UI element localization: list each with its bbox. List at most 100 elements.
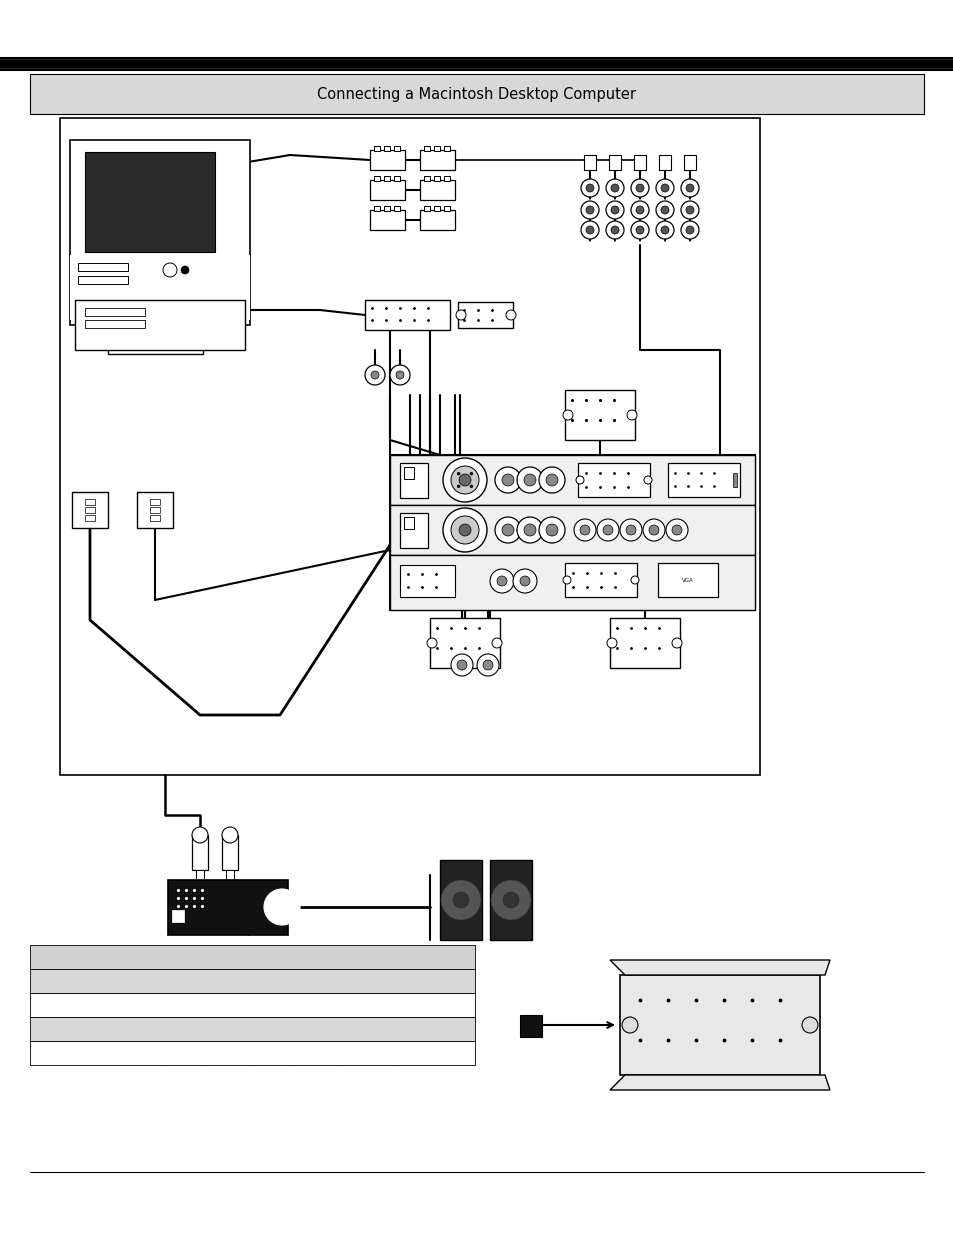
Bar: [70, 140, 250, 325]
Bar: [150, 499, 160, 505]
Bar: [564, 390, 635, 440]
Bar: [608, 156, 620, 170]
Circle shape: [626, 410, 637, 420]
Bar: [434, 206, 439, 211]
Circle shape: [685, 226, 693, 233]
Circle shape: [680, 179, 699, 198]
Circle shape: [665, 519, 687, 541]
Circle shape: [605, 221, 623, 240]
Circle shape: [442, 508, 486, 552]
Circle shape: [643, 475, 651, 484]
Circle shape: [576, 475, 583, 484]
Circle shape: [491, 881, 531, 920]
Bar: [70, 254, 250, 320]
Bar: [399, 564, 455, 597]
Bar: [403, 467, 414, 479]
Circle shape: [505, 310, 516, 320]
Circle shape: [610, 206, 618, 214]
Circle shape: [458, 524, 471, 536]
Bar: [60, 119, 760, 776]
Circle shape: [519, 576, 530, 585]
Bar: [519, 1015, 541, 1037]
Circle shape: [580, 221, 598, 240]
Bar: [137, 492, 172, 529]
Text: Connecting a Macintosh Desktop Computer: Connecting a Macintosh Desktop Computer: [317, 86, 636, 101]
Bar: [390, 454, 754, 610]
Circle shape: [513, 569, 537, 593]
Bar: [85, 308, 145, 316]
Bar: [370, 180, 405, 200]
Circle shape: [685, 206, 693, 214]
Circle shape: [456, 659, 467, 671]
Circle shape: [458, 474, 471, 487]
Bar: [226, 869, 233, 890]
Circle shape: [605, 179, 623, 198]
Polygon shape: [609, 960, 829, 974]
Bar: [168, 881, 288, 935]
Circle shape: [648, 525, 659, 535]
Circle shape: [523, 524, 536, 536]
Bar: [390, 555, 754, 610]
Bar: [370, 149, 405, 170]
Circle shape: [680, 201, 699, 219]
Bar: [490, 860, 532, 940]
Bar: [192, 835, 208, 869]
Bar: [30, 969, 475, 993]
Circle shape: [451, 655, 473, 676]
Bar: [390, 454, 754, 505]
Bar: [423, 146, 430, 151]
Circle shape: [685, 184, 693, 191]
Circle shape: [456, 485, 459, 488]
Circle shape: [495, 517, 520, 543]
Bar: [399, 463, 428, 498]
Circle shape: [470, 472, 473, 475]
Bar: [658, 563, 718, 597]
Bar: [374, 206, 379, 211]
Circle shape: [630, 576, 639, 584]
Bar: [434, 177, 439, 182]
Bar: [30, 74, 923, 114]
Circle shape: [636, 226, 643, 233]
Circle shape: [580, 179, 598, 198]
Circle shape: [610, 184, 618, 191]
Circle shape: [621, 1016, 638, 1032]
Bar: [667, 463, 740, 496]
Circle shape: [264, 889, 299, 925]
Text: VGA: VGA: [681, 578, 693, 583]
Bar: [394, 206, 399, 211]
Circle shape: [453, 892, 469, 908]
Bar: [423, 206, 430, 211]
Circle shape: [390, 366, 410, 385]
Bar: [390, 505, 754, 555]
Bar: [172, 910, 184, 923]
Bar: [30, 1016, 475, 1041]
Circle shape: [574, 519, 596, 541]
Circle shape: [492, 638, 501, 648]
Circle shape: [497, 576, 506, 585]
Bar: [85, 508, 95, 513]
Bar: [365, 300, 450, 330]
Circle shape: [610, 226, 618, 233]
Circle shape: [606, 638, 617, 648]
Bar: [578, 463, 649, 496]
Bar: [85, 152, 214, 252]
Circle shape: [579, 525, 589, 535]
Bar: [85, 515, 95, 521]
Bar: [394, 177, 399, 182]
Bar: [30, 1041, 475, 1065]
Bar: [222, 835, 237, 869]
Circle shape: [476, 655, 498, 676]
Bar: [130, 325, 180, 343]
Circle shape: [602, 525, 613, 535]
Circle shape: [656, 179, 673, 198]
Bar: [443, 206, 450, 211]
Circle shape: [192, 827, 208, 844]
Circle shape: [642, 519, 664, 541]
Circle shape: [656, 221, 673, 240]
Bar: [564, 563, 637, 597]
Bar: [659, 156, 670, 170]
Circle shape: [395, 370, 403, 379]
Circle shape: [517, 517, 542, 543]
Bar: [443, 177, 450, 182]
Circle shape: [523, 474, 536, 487]
